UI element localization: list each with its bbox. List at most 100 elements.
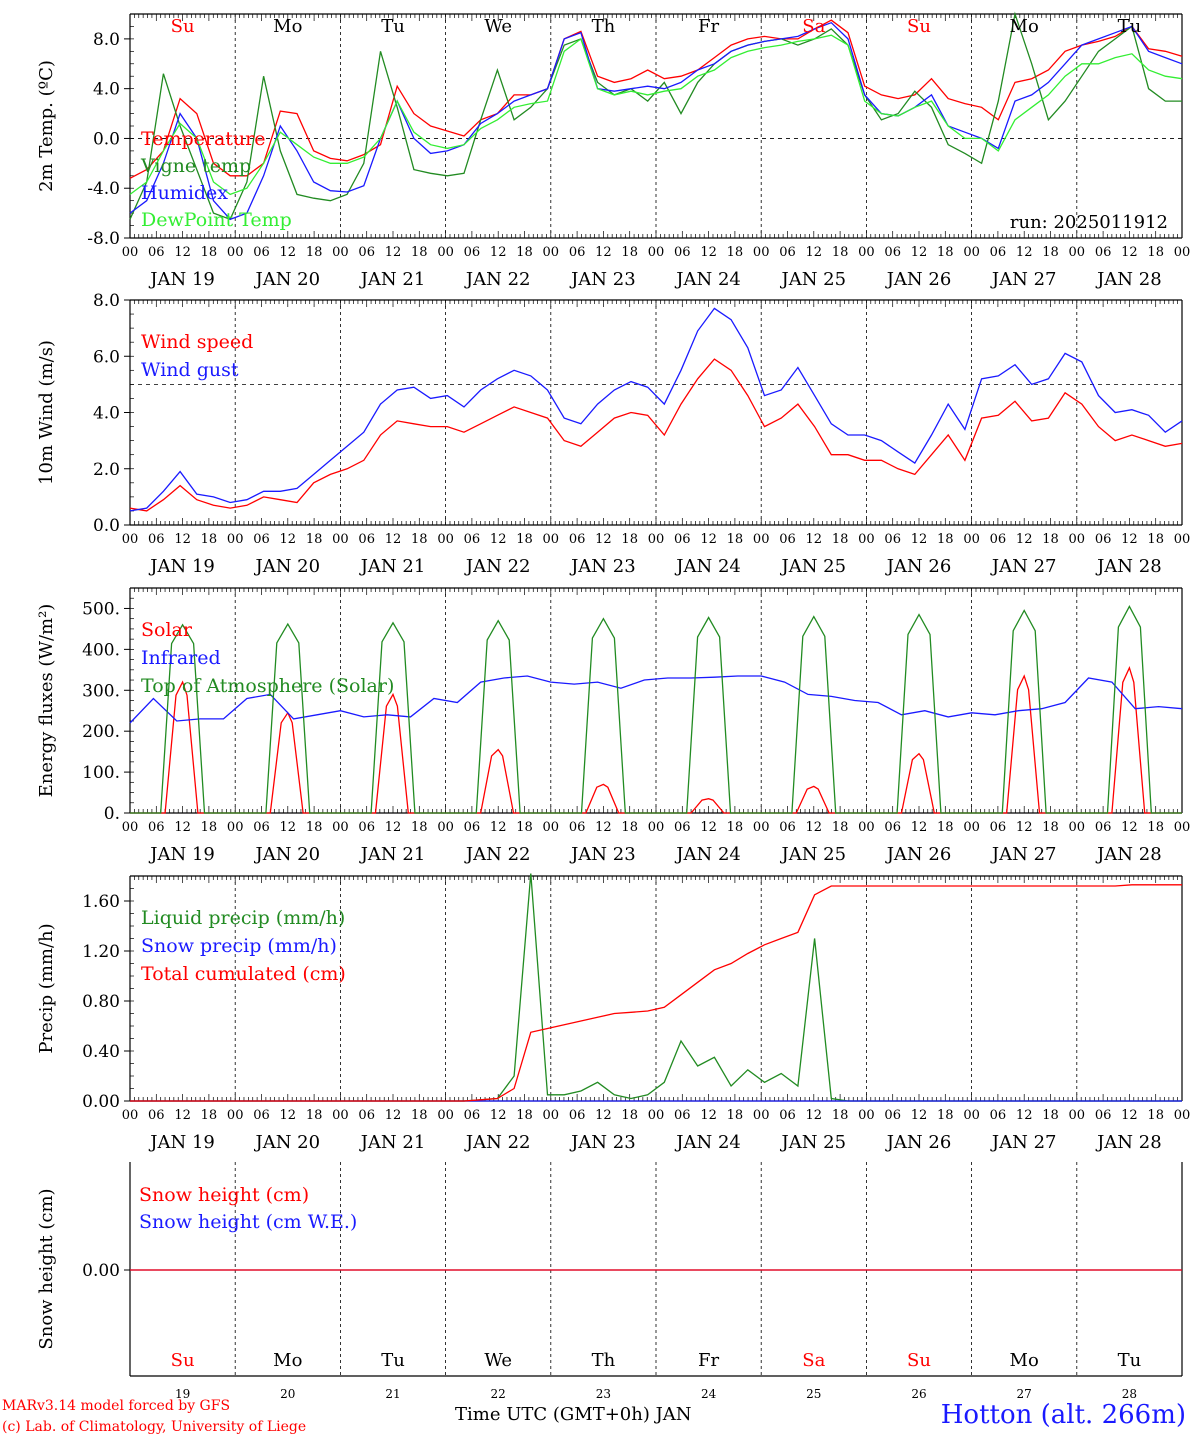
station-label: Hotton (alt. 266m) bbox=[940, 1400, 1186, 1430]
y-tick-label: 400. bbox=[82, 640, 120, 660]
y-tick-label: -8.0 bbox=[87, 229, 120, 249]
hour-tick-label: 12 bbox=[174, 532, 191, 547]
date-label: JAN 21 bbox=[359, 269, 426, 290]
hour-tick-label: 18 bbox=[621, 245, 638, 260]
hour-tick-label: 00 bbox=[227, 1108, 244, 1123]
y-tick-label: 300. bbox=[82, 681, 120, 701]
hour-tick-label: 12 bbox=[490, 245, 507, 260]
y-axis-label: 10m Wind (m/s) bbox=[36, 340, 57, 485]
y-tick-label: 0. bbox=[104, 804, 120, 824]
hour-tick-label: 12 bbox=[911, 1108, 928, 1123]
date-label: JAN 19 bbox=[148, 269, 215, 290]
weekday-label-bottom: We bbox=[484, 1350, 512, 1371]
series-wind-gust bbox=[129, 307, 1183, 512]
y-tick-label: 0.00 bbox=[82, 1092, 120, 1112]
hour-tick-label: 00 bbox=[227, 532, 244, 547]
weekday-label-bottom: Su bbox=[907, 1350, 931, 1371]
y-tick-label: 6.0 bbox=[93, 347, 120, 367]
hour-tick-label: 06 bbox=[253, 1108, 270, 1123]
series-temperature bbox=[129, 19, 1183, 179]
hour-tick-label: 06 bbox=[148, 245, 165, 260]
hour-tick-label: 12 bbox=[1121, 820, 1138, 835]
hour-tick-label: 00 bbox=[648, 820, 665, 835]
hour-tick-label: 18 bbox=[727, 820, 744, 835]
weekday-label-bottom: Fr bbox=[698, 1350, 719, 1371]
hour-tick-label: 18 bbox=[411, 820, 428, 835]
weekday-label: Mo bbox=[273, 16, 302, 37]
hour-tick-label: 18 bbox=[621, 1108, 638, 1123]
y-tick-label: -4.0 bbox=[87, 179, 120, 199]
date-label: JAN 22 bbox=[464, 556, 531, 577]
hour-tick-label: 06 bbox=[884, 820, 901, 835]
hour-tick-label: 06 bbox=[779, 820, 796, 835]
hour-tick-label: 18 bbox=[306, 532, 323, 547]
hour-tick-label: 06 bbox=[569, 245, 586, 260]
hour-tick-label: 06 bbox=[674, 245, 691, 260]
hour-tick-label: 12 bbox=[280, 1108, 297, 1123]
hour-tick-label: 06 bbox=[253, 245, 270, 260]
series-humidex bbox=[129, 21, 1183, 221]
date-label: JAN 19 bbox=[148, 844, 215, 865]
hour-tick-label: 00 bbox=[332, 245, 349, 260]
legend-entry: Wind gust bbox=[141, 359, 239, 381]
hour-tick-label: 00 bbox=[753, 532, 770, 547]
weekday-label: Su bbox=[907, 16, 931, 37]
hour-tick-label: 00 bbox=[1174, 1108, 1191, 1123]
hour-tick-label: 00 bbox=[1069, 245, 1086, 260]
legend-entry: Snow height (cm) bbox=[139, 1184, 309, 1206]
weekday-label-bottom: Tu bbox=[1118, 1350, 1142, 1371]
hour-tick-label: 06 bbox=[674, 820, 691, 835]
weekday-label: Su bbox=[171, 16, 195, 37]
hour-tick-label: 12 bbox=[911, 820, 928, 835]
hour-tick-label: 00 bbox=[648, 245, 665, 260]
hour-tick-label: 06 bbox=[990, 1108, 1007, 1123]
date-label: JAN 20 bbox=[254, 1132, 321, 1153]
hour-tick-label: 00 bbox=[753, 820, 770, 835]
hour-tick-label: 00 bbox=[437, 245, 454, 260]
hour-tick-label: 06 bbox=[464, 1108, 481, 1123]
hour-tick-label: 12 bbox=[1016, 245, 1033, 260]
hour-tick-label: 00 bbox=[543, 532, 560, 547]
hour-tick-label: 18 bbox=[306, 245, 323, 260]
hour-tick-label: 06 bbox=[1095, 532, 1112, 547]
weekday-label: Th bbox=[592, 16, 616, 37]
day-number-label: 24 bbox=[701, 1387, 717, 1401]
weekday-label: We bbox=[484, 16, 512, 37]
hour-tick-label: 00 bbox=[543, 245, 560, 260]
weekday-label-bottom: Mo bbox=[1010, 1350, 1039, 1371]
hour-tick-label: 18 bbox=[516, 820, 533, 835]
hour-tick-label: 12 bbox=[385, 820, 402, 835]
hour-tick-label: 00 bbox=[753, 245, 770, 260]
model-credit: MARv3.14 model forced by GFS bbox=[2, 1398, 231, 1414]
date-label: JAN 24 bbox=[674, 844, 741, 865]
hour-tick-label: 12 bbox=[911, 245, 928, 260]
hour-tick-label: 18 bbox=[937, 1108, 954, 1123]
hour-tick-label: 00 bbox=[437, 820, 454, 835]
hour-tick-label: 00 bbox=[753, 1108, 770, 1123]
hour-tick-label: 00 bbox=[1069, 1108, 1086, 1123]
hour-tick-label: 12 bbox=[806, 1108, 823, 1123]
date-label: JAN 27 bbox=[990, 269, 1057, 290]
hour-tick-label: 12 bbox=[806, 532, 823, 547]
y-tick-label: 8.0 bbox=[93, 291, 120, 311]
date-label: JAN 28 bbox=[1095, 269, 1162, 290]
date-label: JAN 24 bbox=[674, 556, 741, 577]
hour-tick-label: 00 bbox=[1069, 820, 1086, 835]
hour-tick-label: 06 bbox=[990, 820, 1007, 835]
date-label: JAN 25 bbox=[780, 269, 847, 290]
weekday-label-bottom: Su bbox=[171, 1350, 195, 1371]
hour-tick-label: 12 bbox=[700, 820, 717, 835]
hour-tick-label: 00 bbox=[543, 820, 560, 835]
hour-tick-label: 06 bbox=[779, 245, 796, 260]
hour-tick-label: 06 bbox=[990, 532, 1007, 547]
date-label: JAN 26 bbox=[885, 1132, 952, 1153]
run-label: run: 2025011912 bbox=[1010, 212, 1168, 233]
day-number-label: 20 bbox=[280, 1387, 295, 1401]
hour-tick-label: 00 bbox=[332, 1108, 349, 1123]
legend-entry: DewPoint Temp bbox=[141, 209, 292, 231]
hour-tick-label: 06 bbox=[779, 532, 796, 547]
hour-tick-label: 06 bbox=[884, 532, 901, 547]
hour-tick-label: 06 bbox=[990, 245, 1007, 260]
weekday-label: Tu bbox=[1118, 16, 1142, 37]
